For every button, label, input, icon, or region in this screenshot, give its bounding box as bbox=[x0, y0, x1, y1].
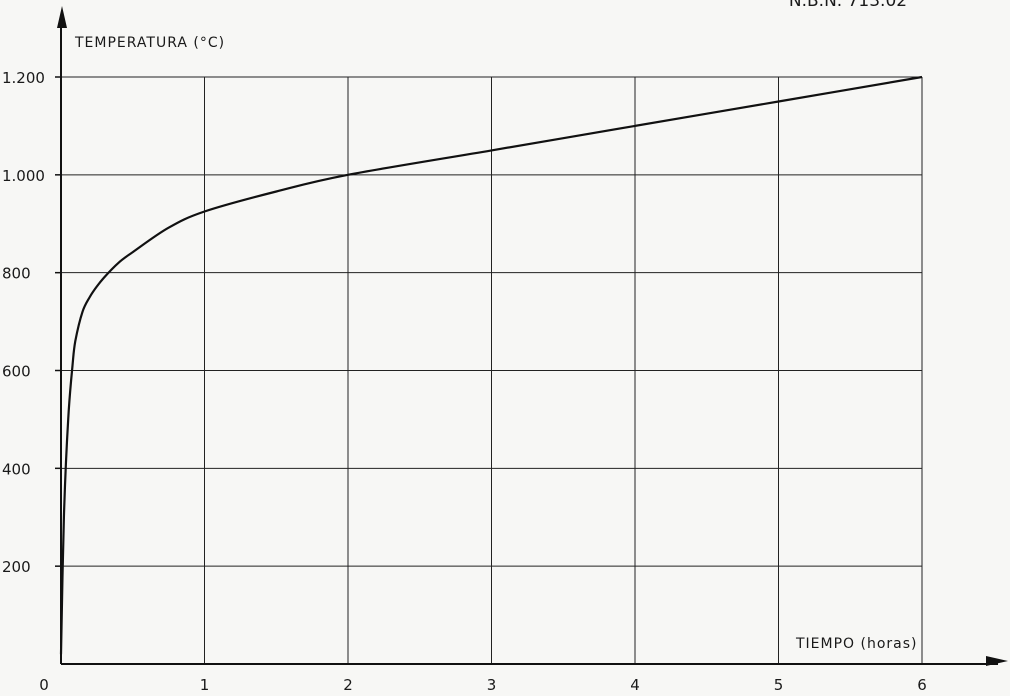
y-tick-label: 1.200 bbox=[2, 69, 45, 87]
x-tick-label: 2 bbox=[343, 676, 353, 694]
x-axis-arrow bbox=[986, 656, 1008, 666]
tick-labels: 200 400 600 800 1.000 1.200 0 1 2 3 4 5 6 bbox=[2, 69, 927, 694]
x-tick-label: 6 bbox=[917, 676, 927, 694]
x-tick-label: 4 bbox=[630, 676, 640, 694]
axes bbox=[55, 6, 1008, 666]
y-tick-label: 800 bbox=[2, 265, 31, 283]
x-tick-label: 1 bbox=[200, 676, 210, 694]
y-axis-title: TEMPERATURA (°C) bbox=[74, 35, 225, 51]
y-tick-label: 400 bbox=[2, 460, 31, 478]
grid bbox=[61, 76, 923, 664]
y-tick-label: 600 bbox=[2, 363, 31, 381]
x-axis-title: TIEMPO (horas) bbox=[795, 636, 918, 652]
x-tick-label: 0 bbox=[39, 676, 49, 694]
x-tick-label: 3 bbox=[487, 676, 497, 694]
y-tick-label: 1.000 bbox=[2, 167, 45, 185]
standard-reference: N.B.N. 713.02 bbox=[789, 0, 907, 11]
y-axis-arrow bbox=[57, 6, 67, 28]
y-tick-label: 200 bbox=[2, 558, 31, 576]
x-tick-label: 5 bbox=[774, 676, 784, 694]
temperature-curve bbox=[59, 75, 923, 655]
